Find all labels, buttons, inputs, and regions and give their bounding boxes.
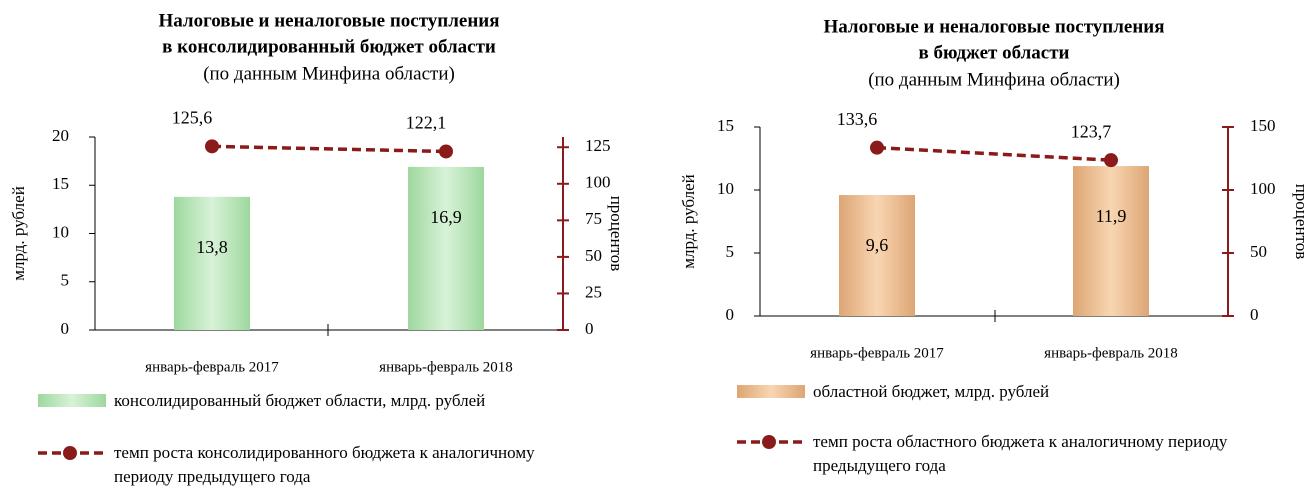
bar <box>839 195 915 316</box>
line-value-label: 122,1 <box>406 113 447 133</box>
chart-subtitle: (по данным Минфина области) <box>203 63 455 84</box>
y2-tick-label: 75 <box>585 209 602 228</box>
x-tick-label: январь-февраль 2017 <box>145 359 279 375</box>
bar-value-label: 9,6 <box>866 235 889 255</box>
y2-tick-label: 100 <box>1250 179 1276 198</box>
legend-label: темп роста областного бюджета к аналогич… <box>813 432 1228 475</box>
legend-label: консолидированный бюджет области, млрд. … <box>114 391 486 410</box>
line <box>876 145 1112 162</box>
legend-label: областной бюджет, млрд. рублей <box>813 382 1050 401</box>
y-tick-label: 15 <box>717 116 734 135</box>
legend-swatch <box>38 394 106 407</box>
line-value-label: 125,6 <box>172 107 213 127</box>
y2-axis-label: процентов <box>607 196 626 272</box>
y-tick-label: 5 <box>726 242 735 261</box>
y2-tick-label: 0 <box>1250 305 1259 324</box>
x-tick-label: январь-февраль 2018 <box>1044 345 1178 361</box>
line-value-label: 133,6 <box>837 109 878 129</box>
y-axis-label: млрд. рублей <box>679 174 698 269</box>
y-tick-label: 10 <box>52 222 69 241</box>
line-point <box>439 144 453 159</box>
y-tick-label: 5 <box>61 271 70 290</box>
y-tick-label: 15 <box>52 174 69 193</box>
line-point <box>870 140 884 155</box>
line-point <box>205 139 219 154</box>
y2-tick-label: 50 <box>585 246 602 265</box>
y2-tick-label: 150 <box>1250 116 1276 135</box>
y2-tick-label: 125 <box>585 136 611 155</box>
bar-value-label: 13,8 <box>196 237 228 257</box>
chart-subtitle: (по данным Минфина области) <box>868 69 1120 90</box>
y-axis-label: млрд. рублей <box>9 186 28 281</box>
y-tick-label: 0 <box>726 305 735 324</box>
bar <box>174 196 250 330</box>
line-value-label: 123,7 <box>1071 121 1112 141</box>
y-tick-label: 20 <box>52 126 69 145</box>
chart-title: Налоговые и неналоговые поступления <box>823 16 1164 37</box>
bar <box>408 166 484 330</box>
y2-tick-label: 25 <box>585 282 602 301</box>
legend-marker <box>63 446 77 460</box>
x-tick-label: январь-февраль 2017 <box>810 345 944 361</box>
bar <box>1073 166 1149 316</box>
line-point <box>1104 153 1118 168</box>
line <box>211 144 447 154</box>
chart-title: в консолидированный бюджет области <box>162 36 496 57</box>
bar-value-label: 11,9 <box>1096 206 1127 226</box>
chart-title: Налоговые и неналоговые поступления <box>158 10 499 31</box>
legend-marker <box>762 435 776 449</box>
y2-tick-label: 0 <box>585 319 594 338</box>
x-tick-label: январь-февраль 2018 <box>379 359 513 375</box>
y2-tick-label: 100 <box>585 173 611 192</box>
legend-swatch <box>737 385 805 398</box>
y2-tick-label: 50 <box>1250 242 1267 261</box>
y-tick-label: 0 <box>61 319 70 338</box>
y2-axis-label: процентов <box>1292 184 1309 260</box>
legend-label: темп роста консолидированного бюджета к … <box>114 443 535 486</box>
chart-title: в бюджет области <box>919 42 1070 63</box>
bar-value-label: 16,9 <box>430 207 462 227</box>
y-tick-label: 10 <box>717 179 734 198</box>
